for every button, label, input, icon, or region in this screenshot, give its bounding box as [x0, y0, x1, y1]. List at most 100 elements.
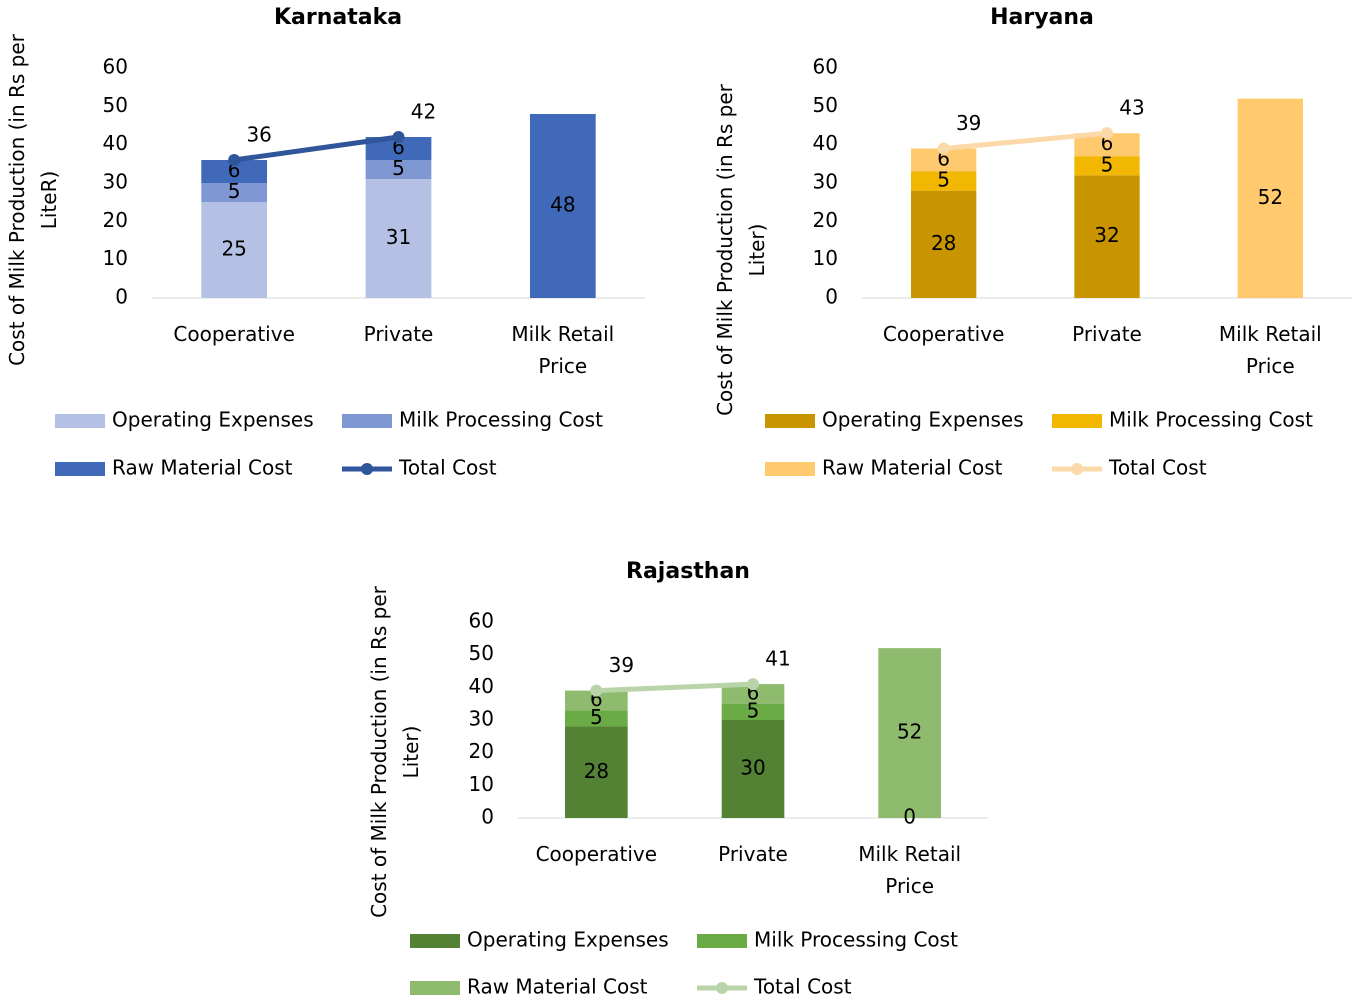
bar-segment: [365, 179, 432, 298]
y-tick-label: 50: [469, 641, 494, 665]
bar-segment: [565, 690, 628, 711]
y-tick-label: 30: [103, 170, 128, 194]
x-tick-label-box: Cooperative: [535, 842, 658, 866]
x-tick-label: Private: [718, 842, 788, 866]
line-label: 39: [609, 653, 634, 677]
legend-label: Milk Processing Cost: [399, 408, 603, 432]
x-tick-label: Private: [1072, 322, 1142, 346]
bar-segment: [878, 648, 941, 818]
legend-label: Milk Processing Cost: [754, 928, 958, 952]
y-tick-label: 60: [813, 55, 838, 79]
bar-segment: [911, 148, 977, 172]
y-tick-label: 0: [115, 285, 128, 309]
data-label: 28: [584, 759, 609, 783]
legend-swatch: [765, 462, 815, 476]
data-label: 52: [1258, 185, 1283, 209]
x-tick-label: Milk Retail Price: [858, 842, 962, 898]
legend-swatch: [765, 414, 815, 428]
line-marker: [392, 131, 405, 143]
line-label: 36: [246, 123, 271, 147]
line-marker: [590, 684, 603, 697]
y-tick-label: 10: [469, 772, 494, 796]
line-marker: [747, 678, 759, 691]
legend-swatch: [410, 934, 460, 948]
legend-label: Total Cost: [1108, 456, 1207, 480]
data-label: 25: [221, 237, 246, 261]
bar-segment: [1237, 98, 1303, 299]
line-marker: [937, 142, 950, 155]
y-tick-label: 50: [103, 93, 128, 117]
y-tick-label: 20: [813, 208, 838, 232]
bar-segment: [1074, 175, 1140, 298]
data-label: 52: [897, 720, 922, 744]
bar-segment: [529, 114, 596, 298]
bar-segment: [201, 202, 268, 298]
data-label: 30: [740, 756, 765, 780]
line-marker: [1101, 127, 1113, 140]
y-axis-title: Cost of Milk Production (in Rs per Liter…: [713, 84, 769, 416]
data-label: 32: [1094, 223, 1119, 247]
data-label: 5: [937, 168, 950, 192]
legend-label: Operating Expenses: [467, 928, 669, 952]
bar-segment: [1074, 156, 1140, 176]
x-tick-label-box: Milk Retail Price: [1218, 322, 1322, 378]
y-tick-label: 30: [469, 707, 494, 731]
bar-segment: [911, 171, 977, 191]
legend-swatch: [410, 981, 460, 995]
y-tick-label: 0: [825, 285, 838, 309]
x-tick-label: Private: [363, 322, 434, 346]
total-line: [943, 130, 1108, 151]
x-tick-label-box: Private: [718, 842, 788, 866]
x-tick-label: Milk Retail Price: [511, 322, 615, 378]
legend-swatch-marker: [1071, 463, 1083, 475]
y-axis-title: Cost of Milk Production (in Rs per Liter…: [367, 586, 423, 918]
y-tick-label: 60: [103, 55, 128, 79]
legend-label: Operating Expenses: [112, 408, 314, 432]
legend-label: Raw Material Cost: [112, 456, 293, 480]
data-label: 5: [392, 156, 405, 180]
bar-segment: [721, 703, 785, 720]
total-line: [233, 134, 399, 163]
line-label: 39: [956, 111, 981, 135]
total-line: [596, 681, 754, 694]
y-axis-title-box: Cost of Milk Production (in Rs per Liter…: [713, 84, 769, 416]
data-label: 5: [590, 705, 603, 729]
bar-segment: [911, 190, 977, 298]
line-label: 41: [765, 647, 790, 671]
y-tick-label: 60: [469, 609, 494, 633]
x-tick-label-box: Milk Retail Price: [858, 842, 962, 898]
y-axis-title: Cost of Milk Production (in Rs per LiteR…: [5, 34, 61, 366]
y-tick-label: 50: [813, 93, 838, 117]
legend-swatch: [342, 414, 392, 428]
data-label: 5: [1101, 152, 1114, 176]
line-label: 42: [411, 100, 436, 124]
line-label: 43: [1119, 96, 1144, 120]
y-tick-label: 40: [813, 131, 838, 155]
legend-label: Operating Expenses: [822, 408, 1024, 432]
bar-segment: [365, 160, 432, 180]
x-tick-label-box: Cooperative: [883, 322, 1004, 346]
legend-swatch: [1052, 414, 1102, 428]
legend-swatch: [55, 462, 105, 476]
x-tick-label: Cooperative: [535, 842, 658, 866]
y-tick-label: 10: [813, 246, 838, 270]
legend-swatch: [55, 414, 105, 428]
y-tick-label: 20: [469, 739, 494, 763]
x-tick-label-box: Private: [1072, 322, 1142, 346]
bar-segment: [365, 137, 432, 160]
legend-swatch: [697, 934, 747, 948]
chart-title: Haryana: [990, 5, 1094, 30]
data-label: 28: [931, 231, 956, 255]
bar-segment: [721, 684, 785, 704]
x-tick-label: Milk Retail Price: [1218, 322, 1322, 378]
legend-label: Total Cost: [753, 975, 852, 999]
data-label: 5: [747, 698, 760, 722]
bar-segment: [721, 720, 785, 818]
x-tick-label-box: Cooperative: [173, 322, 294, 346]
legend-label: Total Cost: [398, 456, 497, 480]
chart-title: Karnataka: [274, 5, 402, 30]
line-marker: [228, 154, 241, 166]
bar-segment: [201, 183, 268, 203]
y-tick-label: 40: [469, 674, 494, 698]
